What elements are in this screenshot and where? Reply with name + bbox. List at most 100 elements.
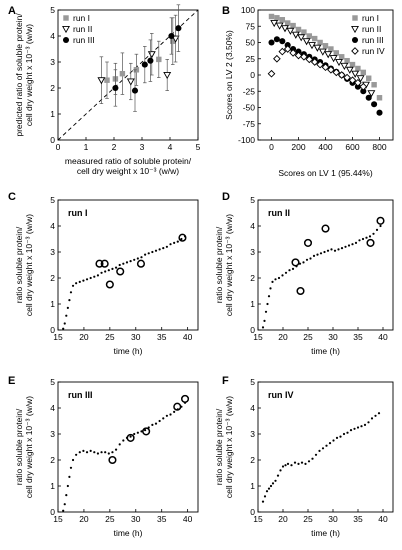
predicted-point (368, 235, 372, 238)
panel-letter: E (8, 375, 15, 387)
x-tick-label: 3 (140, 142, 145, 152)
measured-point (105, 280, 114, 289)
x-axis-label: time (h) (311, 346, 340, 356)
predicted-point (111, 451, 114, 454)
y-tick-label: 0 (50, 135, 55, 145)
predicted-point (281, 465, 285, 468)
x-tick-label: 0 (269, 142, 274, 152)
predicted-point (75, 453, 78, 456)
predicted-point (69, 466, 73, 469)
predicted-point (162, 247, 165, 250)
predicted-point (129, 435, 132, 438)
predicted-point (269, 484, 273, 488)
predicted-point (267, 487, 271, 490)
data-point (376, 109, 383, 116)
data-point (308, 42, 316, 50)
data-point (340, 62, 349, 71)
measured-point (136, 259, 146, 268)
y-axis-label: cell dry weight x 10⁻³ (w/w) (224, 396, 234, 498)
predicted-point (144, 429, 147, 432)
x-tick-label: 0 (56, 142, 61, 152)
predicted-point (356, 426, 360, 429)
panel-letter: A (8, 5, 16, 17)
predicted-point (78, 280, 81, 283)
predicted-point (100, 271, 103, 274)
predicted-point (277, 276, 281, 280)
predicted-point (302, 261, 305, 264)
x-tick-label: 2 (112, 142, 117, 152)
legend-marker (351, 36, 359, 44)
data-point (351, 70, 360, 78)
legend-entry: run IV (362, 46, 385, 56)
predicted-point (261, 500, 265, 503)
predicted-point (304, 462, 307, 465)
data-point (376, 95, 383, 101)
data-point (355, 65, 361, 72)
y-tick-label: 75 (246, 21, 256, 31)
measured-points (108, 394, 190, 465)
predicted-dots (261, 224, 382, 329)
y-axis-label: predicted ratio of soluble protein/ (14, 13, 24, 137)
data-point (147, 57, 154, 64)
x-tick-label: 15 (53, 332, 63, 342)
data-point (313, 44, 322, 52)
panel-a: A 0 1 2 3 4 5 0 1 2 3 4 5 measured ratio of soluble p… (8, 4, 201, 176)
data-point (344, 57, 350, 64)
predicted-point (340, 247, 344, 250)
data-point (112, 84, 119, 92)
data-point (278, 47, 287, 56)
predicted-point (323, 250, 326, 254)
predicted-point (267, 295, 271, 298)
predicted-point (290, 464, 293, 467)
predicted-point (136, 431, 139, 434)
predicted-point (165, 414, 168, 417)
predicted-point (263, 495, 267, 498)
predicted-point (339, 435, 342, 438)
panel-f: F 15 20 25 30 35 40 0 1 2 3 4 5 time (h) ratio soluble… (214, 375, 394, 538)
predicted-point (332, 439, 335, 442)
x-tick-label: 30 (328, 514, 338, 524)
data-point (371, 82, 377, 88)
measured-point (142, 427, 151, 436)
predicted-point (288, 269, 291, 272)
legend-entry: run III (73, 35, 95, 45)
y-tick-label: 3 (50, 429, 55, 439)
predicted-point (122, 262, 125, 265)
data-point (311, 35, 318, 42)
y-axis-label: cell dry weight x 10⁻³ (w/w) (24, 396, 34, 498)
data-point (279, 38, 286, 45)
measured-points (291, 216, 385, 296)
data-point (97, 77, 106, 85)
predicted-point (169, 243, 172, 246)
predicted-point (335, 436, 339, 439)
predicted-point (349, 429, 353, 432)
legend-marker (351, 47, 359, 55)
x-tick-label: 200 (291, 142, 305, 152)
predicted-point (114, 266, 118, 269)
y-tick-label: 5 (50, 377, 55, 387)
data-point (302, 38, 311, 46)
predicted-point (63, 322, 66, 325)
predicted-point (176, 240, 179, 243)
y-tick-label: 0 (250, 507, 255, 517)
x-axis-label: cell dry weight x 10⁻³ (w/w) (77, 166, 179, 176)
data-point (318, 48, 327, 56)
data-point (268, 39, 275, 46)
predicted-point (264, 310, 268, 313)
measured-point (173, 402, 182, 411)
data-point (291, 31, 300, 39)
y-tick-label: 3 (250, 247, 255, 257)
data-point (310, 58, 319, 66)
x-tick-label: 25 (105, 332, 115, 342)
predicted-point (154, 422, 158, 425)
predicted-point (354, 241, 358, 244)
predicted-point (93, 451, 96, 454)
plot-frame (257, 381, 394, 513)
predicted-point (107, 269, 110, 272)
predicted-point (307, 460, 311, 463)
x-tick-label: 15 (253, 332, 263, 342)
y-tick-label: -50 (243, 103, 256, 113)
y-tick-label: 2 (50, 273, 55, 283)
legend-entry: run III (362, 35, 384, 45)
data-point (365, 75, 372, 81)
